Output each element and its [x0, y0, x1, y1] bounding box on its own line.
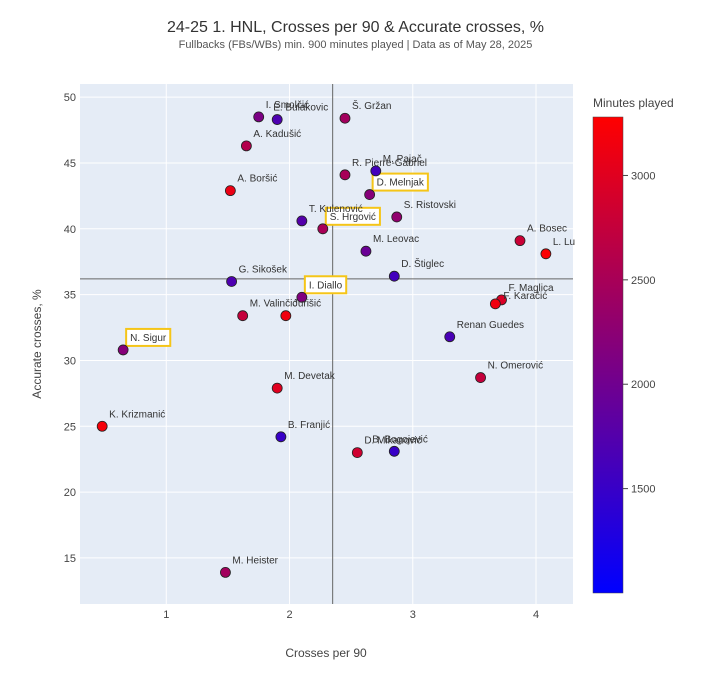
data-point	[224, 185, 236, 197]
highlight-boxes	[125, 172, 429, 347]
colorbar-title: Minutes played	[593, 96, 674, 110]
data-point	[96, 420, 108, 432]
point-label: T. Kulenović	[309, 204, 363, 215]
x-tick-label: 3	[410, 609, 416, 621]
data-point	[351, 447, 363, 459]
data-point	[220, 567, 231, 578]
point-label: F. Karačić	[503, 291, 547, 302]
point-label: M. Valinčić	[250, 299, 298, 310]
colorbar-tick-label: 3000	[631, 170, 655, 182]
data-point	[444, 331, 456, 343]
chart-subtitle: Fullbacks (FBs/WBs) min. 900 minutes pla…	[178, 39, 533, 51]
point-label: G. Sikošek	[239, 264, 288, 275]
colorbar: Minutes played 1500 2000 2500 3000	[592, 96, 674, 594]
colorbar-ticks: 1500 2000 2500 3000	[623, 170, 655, 496]
point-label: A. Kadušić	[253, 129, 301, 140]
x-tick-label: 4	[533, 609, 539, 621]
data-point	[240, 140, 252, 152]
data-point	[364, 189, 376, 200]
data-point	[388, 270, 400, 282]
point-label: I. Diallo	[309, 280, 343, 291]
colorbar-tick-label: 2000	[631, 379, 655, 391]
data-point	[370, 165, 382, 177]
x-tick-label: 2	[286, 609, 292, 621]
point-label: E. Bulakovic	[273, 103, 328, 114]
data-point	[489, 298, 501, 310]
point-label: F. Maglica	[509, 283, 554, 294]
point-label: D. Mikanović	[364, 436, 421, 447]
data-point	[339, 169, 351, 181]
point-label: A. Bosec	[527, 224, 567, 235]
colorbar-gradient	[592, 116, 624, 594]
grid-lines	[80, 84, 573, 604]
data-point	[339, 112, 351, 124]
point-label: L. Lu	[553, 237, 575, 248]
highlight-box	[324, 206, 381, 226]
point-label: N. Omerović	[488, 361, 544, 372]
data-point	[280, 310, 292, 322]
data-point	[117, 344, 129, 356]
point-label: A. Boršić	[237, 174, 277, 185]
point-label: B. Franjić	[288, 420, 330, 431]
highlight-box	[303, 275, 348, 295]
point-label: S. Ristovski	[404, 200, 456, 211]
y-tick-label: 25	[64, 421, 76, 433]
y-tick-label: 50	[64, 92, 76, 104]
y-tick-label: 40	[64, 224, 76, 236]
data-point	[271, 382, 283, 394]
point-label: K. Krizmanić	[109, 409, 165, 420]
point-label: Š. Gržan	[352, 99, 391, 112]
data-point	[540, 248, 552, 260]
highlight-box	[125, 327, 172, 347]
x-tick-label: 1	[163, 609, 169, 621]
y-tick-label: 30	[64, 355, 76, 367]
y-tick-label: 15	[64, 553, 76, 565]
point-label: R. Pierre-Gabriel	[352, 158, 427, 169]
data-point	[475, 372, 486, 383]
x-axis-ticks: 1 2 3 4	[163, 609, 539, 621]
data-point	[317, 223, 329, 235]
point-label: S. Hrgović	[330, 212, 376, 223]
y-axis-label: Accurate crosses, %	[30, 289, 44, 399]
point-label: I. Smolčić	[266, 100, 309, 111]
x-axis-label: Crosses per 90	[285, 646, 367, 660]
y-tick-label: 20	[64, 487, 76, 499]
point-label: M. Leovac	[373, 234, 419, 245]
point-label: Renan Guedes	[457, 320, 524, 331]
data-point	[226, 276, 237, 287]
point-label: Jurišić	[293, 299, 321, 310]
data-point	[253, 111, 265, 123]
data-point	[514, 235, 526, 247]
point-label: N. Sigur	[130, 333, 167, 344]
highlight-box	[371, 172, 429, 192]
colorbar-tick-label: 1500	[631, 484, 655, 496]
point-label: M. Pajač	[383, 154, 422, 165]
data-point	[237, 310, 249, 322]
data-point	[391, 211, 403, 223]
point-label: B. Bogojević	[372, 434, 428, 445]
data-point	[296, 215, 308, 227]
y-axis-ticks: 15 20 25 30 35 40 45 50	[64, 92, 76, 565]
data-points	[96, 111, 552, 578]
y-tick-label: 35	[64, 290, 76, 302]
point-label: M. Heister	[232, 555, 278, 566]
data-point	[271, 114, 283, 125]
data-point	[360, 245, 372, 257]
point-label: M. Devetak	[284, 371, 336, 382]
data-point	[275, 431, 287, 443]
y-tick-label: 45	[64, 158, 76, 170]
colorbar-tick-label: 2500	[631, 275, 655, 287]
data-point	[388, 445, 400, 457]
point-label: D. Melnjak	[377, 178, 425, 189]
point-label: D. Štiglec	[401, 257, 444, 270]
chart-title: 24-25 1. HNL, Crosses per 90 & Accurate …	[166, 19, 545, 36]
data-point	[296, 291, 308, 303]
